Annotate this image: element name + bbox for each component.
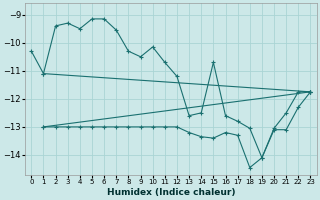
X-axis label: Humidex (Indice chaleur): Humidex (Indice chaleur) <box>107 188 235 197</box>
